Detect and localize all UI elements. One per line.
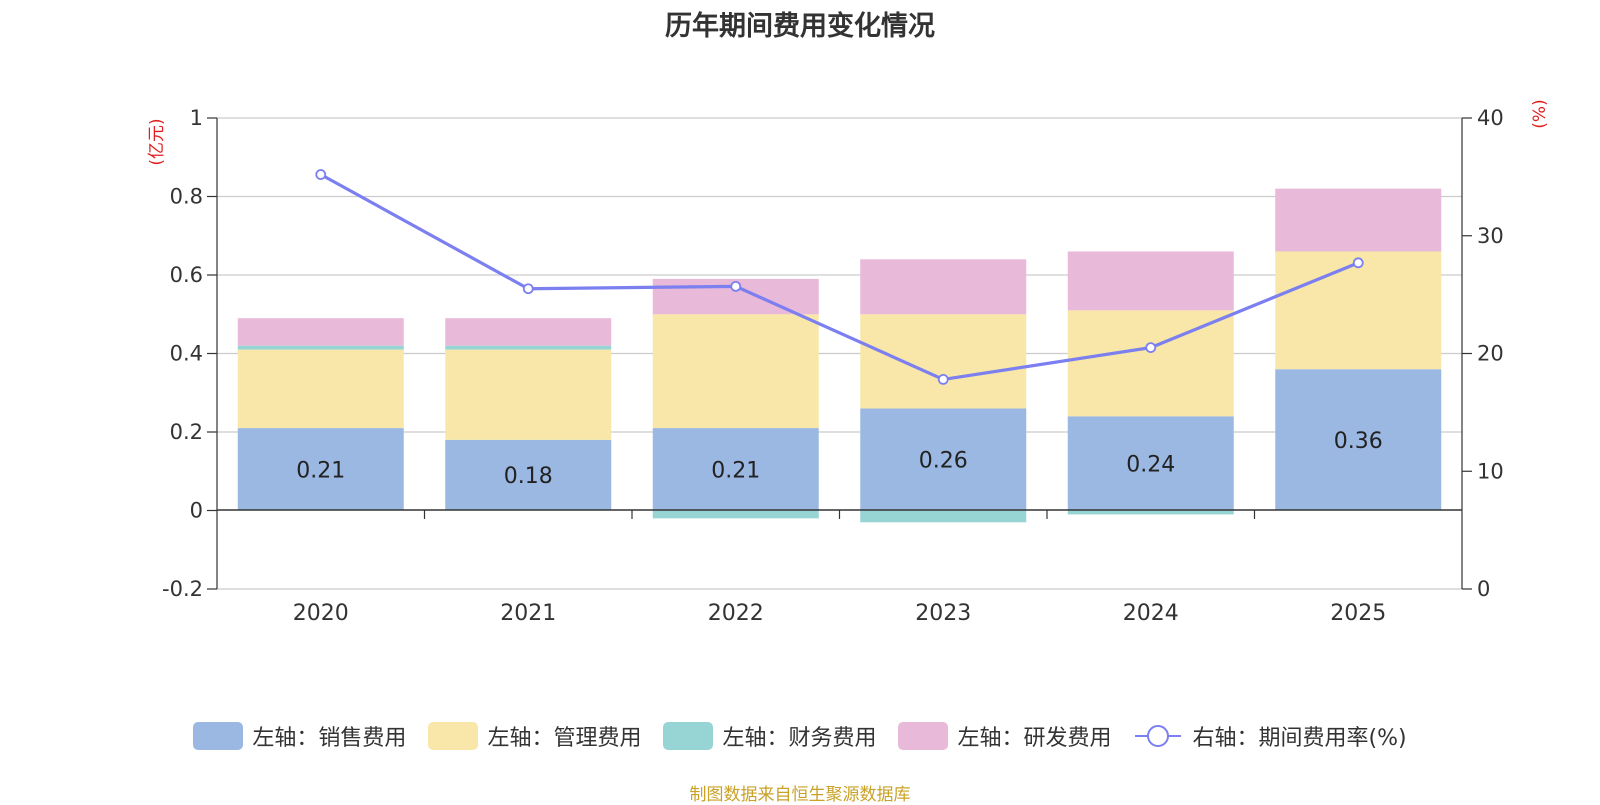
x-axis-tick-label: 2025 — [1330, 601, 1386, 626]
left-axis-tick-label: 0.6 — [170, 263, 203, 287]
legend-swatch — [663, 722, 714, 750]
left-axis-tick-label: 0.8 — [170, 185, 203, 209]
legend-item[interactable]: 左轴：研发费用 — [898, 720, 1111, 752]
chart-title: 历年期间费用变化情况 — [665, 11, 935, 42]
rate-line-point — [522, 283, 534, 295]
rate-line-path — [319, 173, 1359, 382]
left-axis-tick-label: 0.4 — [170, 342, 203, 366]
left-axis-tick-label: 0 — [190, 499, 203, 523]
bar-segment — [652, 314, 819, 429]
grid-lines — [217, 117, 1462, 590]
bar-segment — [1275, 188, 1442, 252]
bar-segment — [445, 318, 612, 346]
right-axis-tick-label: 0 — [1477, 577, 1490, 601]
data-label: 0.36 — [1334, 429, 1383, 454]
rate-line-point — [937, 374, 949, 385]
legend-label: 左轴：管理费用 — [487, 726, 642, 751]
legend-line-icon — [1135, 725, 1182, 747]
rate-line — [315, 169, 1364, 385]
bar-segment — [1067, 416, 1234, 511]
right-axis-tick-label: 30 — [1477, 224, 1504, 248]
bar-segment — [445, 439, 612, 511]
legend-label: 右轴：期间费用率(%) — [1192, 726, 1407, 751]
bar-segment — [860, 510, 1027, 523]
bar-segment — [860, 259, 1027, 315]
x-axis-tick-label: 2020 — [293, 601, 349, 626]
source-note: 制图数据来自恒生聚源数据库 — [689, 785, 911, 805]
bar-segment — [860, 314, 1027, 409]
data-labels: 0.21 0.18 0.21 0.26 0.24 0.36 — [296, 429, 1382, 489]
bar-segment — [1275, 251, 1442, 370]
legend: 左轴：销售费用 左轴：管理费用 左轴：财务费用 左轴：研发费用 右轴：期间费用率(%) — [0, 720, 1600, 752]
right-axis-tick-label: 10 — [1477, 459, 1504, 483]
bars — [237, 188, 1442, 523]
bar-segment — [1067, 510, 1234, 515]
left-axis-tick-label: -0.2 — [162, 577, 203, 601]
left-axis-tick-label: 0.2 — [170, 420, 203, 444]
left-axis-tick-label: 1 — [190, 106, 203, 130]
bar-segment — [237, 349, 404, 429]
bar-segment — [237, 345, 404, 350]
data-label: 0.21 — [296, 458, 345, 483]
bar-segment — [1067, 251, 1234, 311]
left-axis-unit-label: (亿元) — [147, 118, 167, 165]
legend-label: 左轴：财务费用 — [722, 726, 877, 751]
legend-swatch — [193, 722, 244, 750]
legend-swatch — [428, 722, 479, 750]
bar-segment — [237, 318, 404, 346]
bar-segment — [1067, 310, 1234, 417]
x-axis-tick-label: 2023 — [915, 601, 971, 626]
right-axis-unit-label: (%) — [1530, 99, 1550, 128]
bar-segment — [445, 345, 612, 350]
rate-line-point — [1352, 257, 1364, 269]
right-axis-tick-label: 20 — [1477, 342, 1504, 366]
rate-line-point — [315, 169, 327, 180]
data-label: 0.24 — [1126, 452, 1175, 477]
right-axis-tick-label: 40 — [1477, 106, 1504, 130]
rate-line-point — [1145, 342, 1157, 354]
x-axis-tick-label: 2021 — [500, 601, 556, 626]
legend-item[interactable]: 左轴：财务费用 — [663, 720, 876, 752]
bar-segment — [1275, 369, 1442, 511]
x-axis-tick-label: 2024 — [1123, 601, 1179, 626]
bar-segment — [652, 510, 819, 519]
legend-label: 左轴：销售费用 — [252, 726, 407, 751]
bar-segment — [652, 428, 819, 511]
data-label: 0.26 — [919, 448, 968, 473]
legend-item[interactable]: 左轴：管理费用 — [428, 720, 641, 752]
legend-swatch — [898, 722, 949, 750]
rate-line-point — [730, 280, 742, 292]
bar-segment — [860, 408, 1027, 511]
legend-item[interactable]: 右轴：期间费用率(%) — [1133, 720, 1407, 752]
legend-item[interactable]: 左轴：销售费用 — [193, 720, 406, 752]
data-label: 0.21 — [711, 458, 760, 483]
bar-segment — [237, 428, 404, 511]
x-axis-tick-label: 2022 — [708, 601, 764, 626]
bar-segment — [445, 349, 612, 440]
legend-label: 左轴：研发费用 — [957, 726, 1112, 751]
data-label: 0.18 — [504, 464, 553, 489]
